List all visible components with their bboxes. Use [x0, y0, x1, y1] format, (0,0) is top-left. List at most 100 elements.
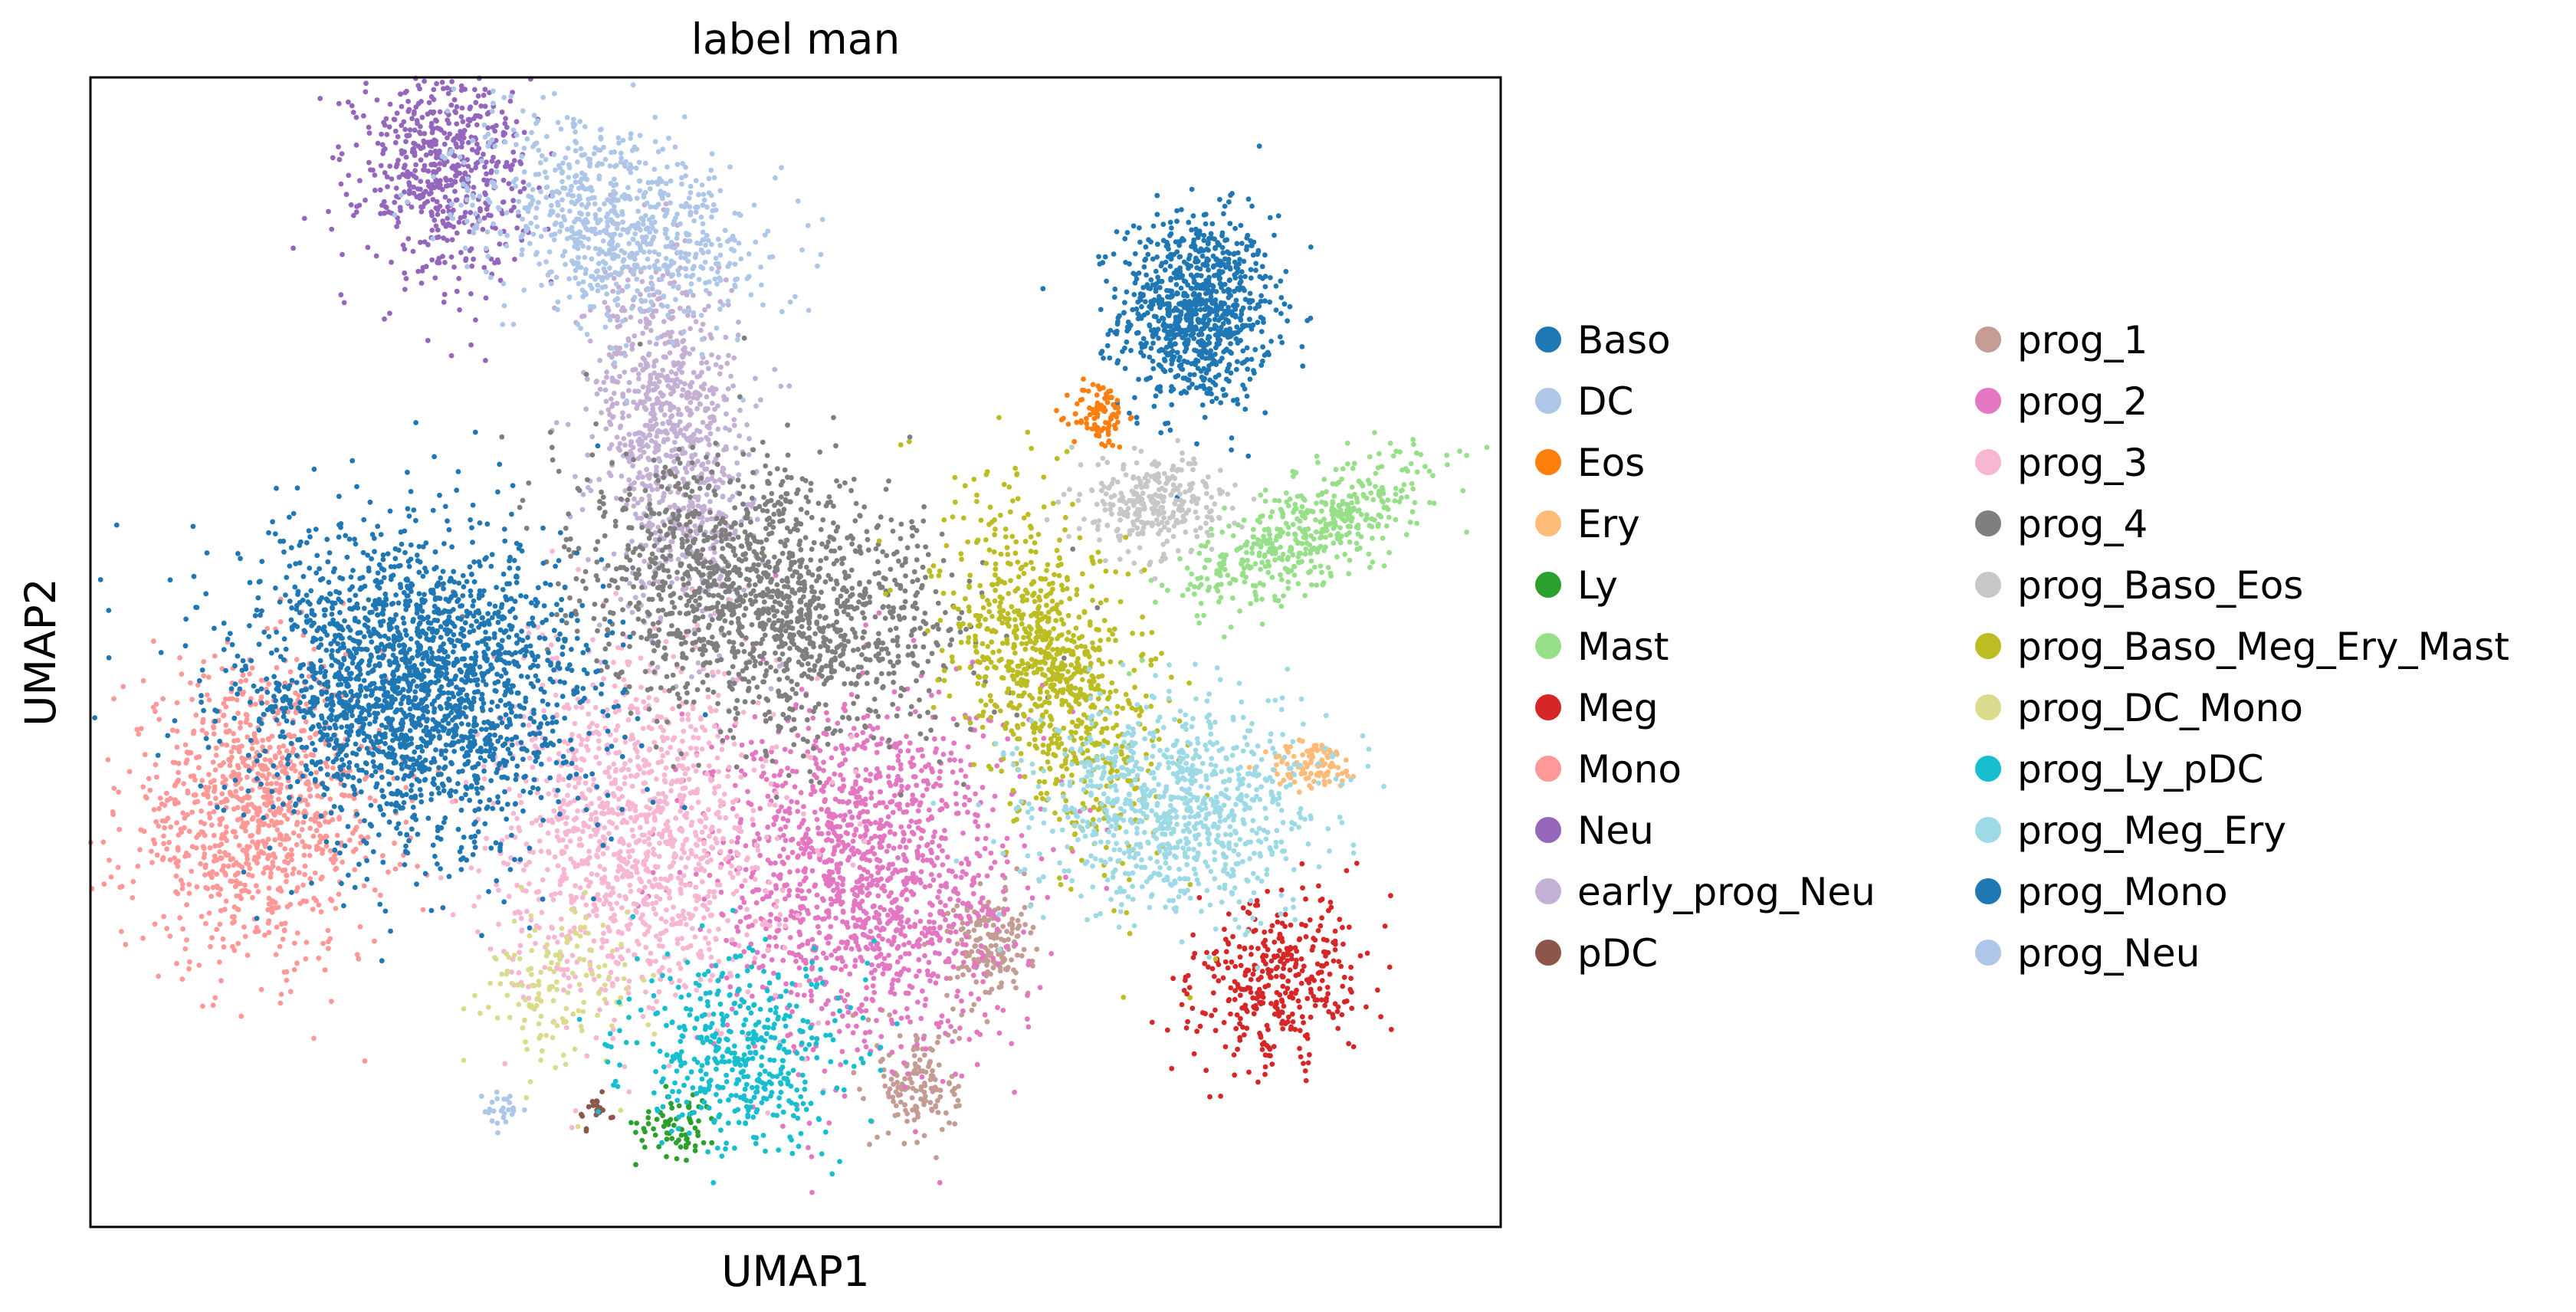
point-Ly — [642, 1144, 648, 1150]
point-Meg — [1346, 924, 1352, 930]
point-Baso — [1168, 254, 1174, 261]
point-Mono — [182, 854, 188, 859]
point-prog_1 — [1008, 920, 1014, 927]
point-Baso — [1160, 347, 1166, 353]
point-Meg — [1348, 976, 1354, 981]
point-Mono — [180, 926, 186, 932]
point-early_prog_Neu — [693, 389, 699, 395]
point-Meg — [1252, 927, 1258, 933]
point-prog_1 — [1013, 985, 1019, 991]
point-Mono — [170, 727, 176, 733]
point-Mono — [135, 864, 141, 869]
point-Mono — [213, 753, 219, 758]
point-Mono — [326, 946, 331, 951]
series-Neu — [290, 75, 555, 363]
point-Baso — [1229, 447, 1234, 453]
point-Mono — [218, 855, 225, 861]
point-Mast — [1301, 496, 1306, 501]
point-Mono — [266, 930, 272, 936]
point-Ery — [1335, 772, 1341, 778]
point-Mono — [270, 863, 276, 869]
point-Mast — [1314, 500, 1319, 506]
point-Baso — [1200, 261, 1206, 267]
point-Mono — [186, 828, 192, 835]
point-Mono — [110, 812, 116, 818]
point-early_prog_Neu — [715, 403, 720, 408]
point-prog_1 — [981, 917, 987, 922]
point-Neu — [441, 299, 447, 305]
point-Mast — [1302, 515, 1308, 521]
point-Mast — [1291, 507, 1298, 512]
point-Neu — [425, 179, 431, 185]
point-Meg — [1332, 947, 1338, 953]
point-Meg — [1279, 1009, 1285, 1015]
point-Mono — [156, 973, 162, 979]
point-Neu — [445, 221, 451, 227]
point-Baso — [1154, 254, 1160, 260]
point-early_prog_Neu — [685, 312, 691, 318]
point-Neu — [473, 317, 478, 323]
point-Mono — [174, 744, 180, 750]
point-Mono — [227, 763, 233, 769]
point-early_prog_Neu — [613, 495, 619, 501]
point-Baso — [1234, 397, 1240, 402]
point-Meg — [1259, 1047, 1265, 1052]
point-Meg — [1344, 868, 1350, 874]
point-early_prog_Neu — [644, 395, 650, 400]
point-Neu — [420, 144, 426, 150]
point-prog_2 — [953, 801, 960, 807]
point-Mono — [220, 773, 226, 779]
point-early_prog_Neu — [753, 376, 758, 382]
point-Baso — [1245, 453, 1252, 459]
point-Neu — [483, 295, 489, 301]
point-Meg — [1169, 1065, 1175, 1071]
point-Neu — [387, 163, 393, 169]
point-early_prog_Neu — [705, 459, 711, 465]
point-Meg — [1213, 1007, 1218, 1013]
point-Baso — [1111, 294, 1117, 300]
point-Baso — [1242, 386, 1248, 392]
point-Mono — [160, 696, 166, 702]
point-Neu — [406, 182, 412, 189]
point-Meg — [1262, 1052, 1268, 1058]
point-Mono — [378, 892, 383, 898]
point-early_prog_Neu — [618, 596, 624, 602]
point-Neu — [382, 170, 388, 175]
point-Mono — [177, 915, 183, 920]
point-Neu — [477, 208, 483, 214]
point-Baso — [1139, 303, 1144, 310]
point-Baso — [1209, 221, 1216, 227]
point-Baso — [1169, 384, 1174, 389]
point-Meg — [1255, 1079, 1261, 1085]
point-early_prog_Neu — [635, 371, 642, 377]
point-Neu — [378, 162, 384, 169]
point-Mast — [1324, 527, 1330, 533]
point-Mast — [1369, 516, 1374, 522]
point-early_prog_Neu — [655, 297, 661, 302]
point-Mono — [291, 763, 297, 769]
point-Meg — [1306, 979, 1312, 986]
point-Neu — [410, 248, 416, 254]
point-Meg — [1382, 923, 1388, 929]
point-Eos — [1115, 405, 1121, 410]
point-Neu — [441, 141, 448, 147]
point-prog_1 — [911, 1047, 917, 1052]
point-Baso — [1205, 304, 1211, 310]
point-Ly — [685, 1140, 691, 1146]
point-Mast — [1258, 566, 1263, 572]
point-early_prog_Neu — [614, 435, 620, 440]
point-early_prog_Neu — [671, 362, 677, 369]
point-Mono — [294, 822, 300, 828]
point-Neu — [402, 287, 408, 292]
point-Meg — [1213, 1028, 1219, 1034]
point-Meg — [1223, 949, 1229, 955]
point-Mast — [1444, 452, 1449, 458]
point-Mast — [1363, 517, 1369, 523]
point-Mono — [296, 693, 302, 698]
point-Mast — [1414, 520, 1419, 526]
point-Ly — [696, 1118, 701, 1124]
point-Mono — [164, 798, 170, 803]
point-Neu — [387, 101, 393, 107]
point-Neu — [502, 131, 508, 136]
point-early_prog_Neu — [637, 470, 642, 476]
